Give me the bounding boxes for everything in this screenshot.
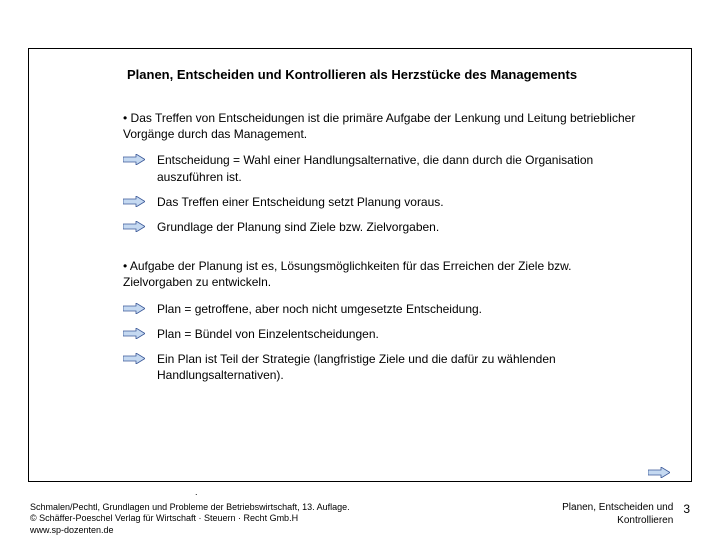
slide-root: Planen, Entscheiden und Kontrollieren al…	[0, 0, 720, 540]
arrow-right-icon	[123, 221, 145, 232]
list-item: Entscheidung = Wahl einer Handlungsalter…	[123, 152, 641, 184]
list-item-text: Entscheidung = Wahl einer Handlungsalter…	[157, 152, 641, 184]
arrow-right-icon	[123, 353, 145, 364]
list-item-text: Ein Plan ist Teil der Strategie (langfri…	[157, 351, 641, 383]
list-item: Das Treffen einer Entscheidung setzt Pla…	[123, 194, 641, 210]
footer: Schmalen/Pechtl, Grundlagen und Probleme…	[30, 502, 690, 536]
arrow-right-icon	[123, 303, 145, 314]
footer-line: Schmalen/Pechtl, Grundlagen und Probleme…	[30, 502, 350, 513]
paragraph-2: • Aufgabe der Planung ist es, Lösungsmög…	[123, 258, 641, 290]
chapter-label: Planen, Entscheiden undKontrollieren	[562, 502, 673, 527]
list-item: Plan = Bündel von Einzelentscheidungen.	[123, 326, 641, 342]
arrow-right-icon	[123, 328, 145, 339]
list-item: Plan = getroffene, aber noch nicht umges…	[123, 301, 641, 317]
dot-decor: .	[195, 487, 198, 497]
footer-line: www.sp-dozenten.de	[30, 525, 350, 536]
list-item-text: Plan = Bündel von Einzelentscheidungen.	[157, 326, 641, 342]
sub-list-2: Plan = getroffene, aber noch nicht umges…	[123, 301, 641, 384]
sub-list-1: Entscheidung = Wahl einer Handlungsalter…	[123, 152, 641, 235]
content-frame: Planen, Entscheiden und Kontrollieren al…	[28, 48, 692, 482]
list-item-text: Plan = getroffene, aber noch nicht umges…	[157, 301, 641, 317]
list-item: Ein Plan ist Teil der Strategie (langfri…	[123, 351, 641, 383]
paragraph-1: • Das Treffen von Entscheidungen ist die…	[123, 110, 641, 142]
footer-left: Schmalen/Pechtl, Grundlagen und Probleme…	[30, 502, 350, 536]
spacer	[69, 244, 651, 258]
page-number: 3	[683, 502, 690, 516]
footer-line: © Schäffer-Poeschel Verlag für Wirtschaf…	[30, 513, 350, 524]
next-arrow-icon	[648, 467, 670, 478]
list-item: Grundlage der Planung sind Ziele bzw. Zi…	[123, 219, 641, 235]
arrow-right-icon	[123, 196, 145, 207]
arrow-right-icon	[123, 154, 145, 165]
list-item-text: Das Treffen einer Entscheidung setzt Pla…	[157, 194, 641, 210]
list-item-text: Grundlage der Planung sind Ziele bzw. Zi…	[157, 219, 641, 235]
slide-title: Planen, Entscheiden und Kontrollieren al…	[127, 67, 651, 82]
footer-right: Planen, Entscheiden undKontrollieren 3	[562, 502, 690, 527]
